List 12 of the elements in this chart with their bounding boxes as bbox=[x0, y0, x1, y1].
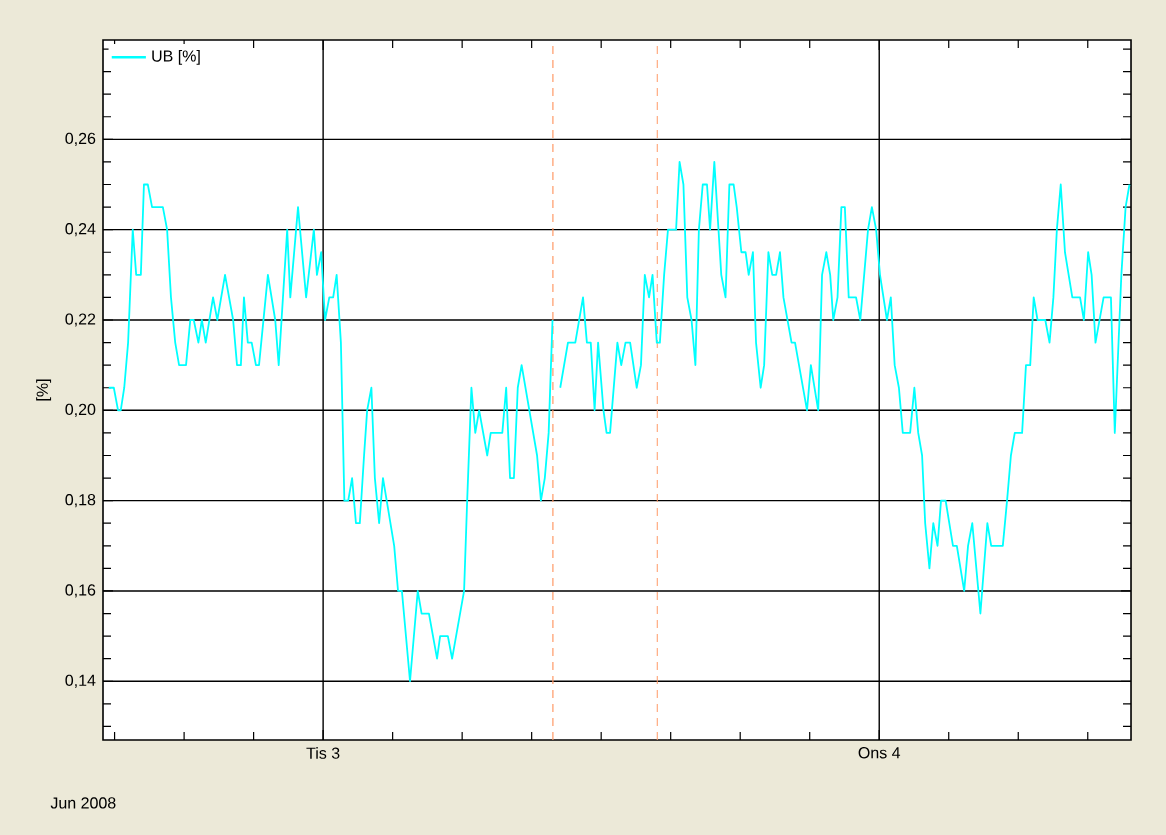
text: Jun 2008 bbox=[50, 797, 116, 809]
legend-label: UB [%] bbox=[152, 49, 200, 65]
y-tick-label: 0,20 bbox=[65, 403, 96, 417]
y-tick-label: 0,14 bbox=[65, 674, 96, 688]
y-axis-title: [%] bbox=[36, 379, 52, 401]
y-tick-label: 0,16 bbox=[65, 584, 96, 598]
x-tick-label: Ons 4 bbox=[858, 747, 901, 759]
y-tick-label: 0,22 bbox=[65, 313, 96, 327]
y-tick-label: 0,24 bbox=[65, 223, 96, 237]
x-tick-label: Tis 3 bbox=[306, 747, 340, 759]
y-tick-label: 0,26 bbox=[65, 132, 96, 146]
y-tick-label: 0,18 bbox=[65, 494, 96, 508]
